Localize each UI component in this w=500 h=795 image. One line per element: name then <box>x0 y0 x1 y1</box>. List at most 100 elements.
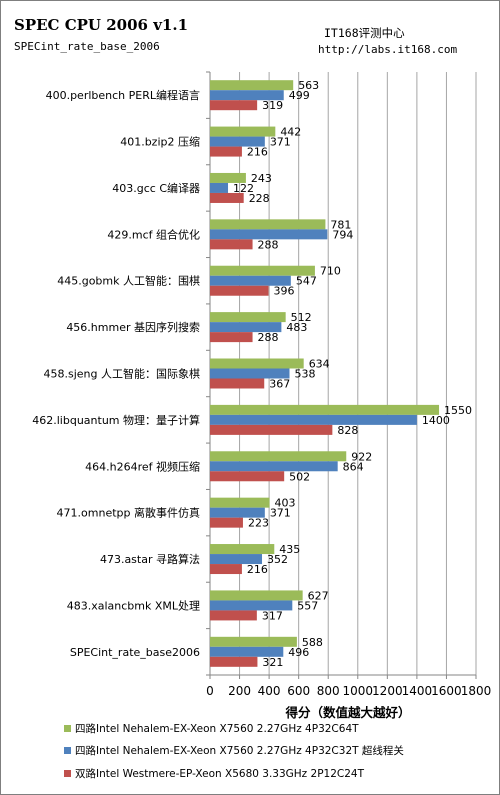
bar <box>210 172 246 183</box>
data-label: 317 <box>262 609 283 622</box>
x-tick-label: 1800 <box>461 684 492 698</box>
category-label: 473.astar 寻路算法 <box>100 552 200 566</box>
data-label: 228 <box>249 192 270 205</box>
bar <box>210 554 263 565</box>
bar <box>210 404 440 415</box>
data-label: 223 <box>248 517 269 530</box>
data-label: 634 <box>309 358 330 371</box>
source-url: http://labs.it168.com <box>318 43 458 56</box>
data-label: 864 <box>343 460 364 473</box>
category-label: 429.mcf 组合优化 <box>107 227 200 241</box>
bar <box>210 182 229 193</box>
bar <box>210 564 242 575</box>
x-tick-label: 400 <box>258 684 281 698</box>
bar <box>210 146 242 157</box>
bar <box>210 471 285 482</box>
category-label: 471.omnetpp 离散事件仿真 <box>57 506 200 520</box>
bar <box>210 332 253 343</box>
data-label: 321 <box>262 656 283 669</box>
bar <box>210 424 333 435</box>
x-tick-label: 1000 <box>343 684 374 698</box>
category-label: 458.sjeng 人工智能：国际象棋 <box>44 367 201 381</box>
data-label: 499 <box>289 89 310 102</box>
data-label: 371 <box>270 136 291 149</box>
data-label: 403 <box>275 497 296 510</box>
data-label: 352 <box>267 553 288 566</box>
data-label: 710 <box>320 265 341 278</box>
category-label: 400.perlbench PERL编程语言 <box>46 88 200 102</box>
category-label: 401.bzip2 压缩 <box>120 136 200 149</box>
bar <box>210 507 265 518</box>
legend-swatch-0 <box>64 725 71 732</box>
x-tick-label: 0 <box>206 684 214 698</box>
legend-swatch-1 <box>64 747 71 754</box>
category-label: SPECint_rate_base2006 <box>70 646 200 659</box>
data-label: 1550 <box>444 404 472 417</box>
bar <box>210 610 257 621</box>
data-label: 1400 <box>422 414 450 427</box>
bar <box>210 239 253 250</box>
x-axis-title: 得分（数值越大越好） <box>284 705 410 720</box>
data-label: 442 <box>280 126 301 139</box>
legend-swatch-2 <box>64 770 71 777</box>
bar <box>210 285 269 296</box>
category-label: 456.hmmer 基因序列搜索 <box>66 320 200 334</box>
bar <box>210 219 326 230</box>
category-label: 464.h264ref 视频压缩 <box>85 459 200 473</box>
category-label: 462.libquantum 物理：量子计算 <box>32 413 200 427</box>
data-label: 794 <box>332 228 353 241</box>
bar <box>210 590 303 601</box>
data-label: 288 <box>258 331 279 344</box>
data-label: 216 <box>247 146 268 159</box>
source-name: IT168评测中心 <box>324 26 405 40</box>
data-label: 557 <box>297 599 318 612</box>
category-label: 403.gcc C编译器 <box>112 181 200 195</box>
bar <box>210 646 284 657</box>
data-label: 435 <box>279 543 300 556</box>
bar <box>210 368 290 379</box>
bar <box>210 497 270 508</box>
bar <box>210 517 243 528</box>
data-label: 922 <box>351 450 372 463</box>
x-tick-label: 1400 <box>402 684 433 698</box>
bar <box>210 451 347 462</box>
data-label: 588 <box>302 636 323 649</box>
bar <box>210 275 291 286</box>
data-label: 319 <box>262 99 283 112</box>
bar <box>210 414 417 425</box>
data-label: 288 <box>258 238 279 251</box>
bar <box>210 192 244 203</box>
data-label: 538 <box>295 368 316 381</box>
bar <box>210 229 328 240</box>
data-label: 216 <box>247 563 268 576</box>
bar <box>210 90 284 101</box>
legend-item-1: 四路Intel Nehalem-EX-Xeon X7560 2.27GHz 4P… <box>64 743 404 758</box>
data-label: 547 <box>296 275 317 288</box>
data-label: 367 <box>269 378 290 391</box>
category-label: 445.gobmk 人工智能：围棋 <box>57 274 200 288</box>
bar <box>210 80 294 91</box>
bar <box>210 100 258 111</box>
data-label: 496 <box>288 646 309 659</box>
category-label: 483.xalancbmk XML处理 <box>67 599 200 612</box>
bar <box>210 126 276 137</box>
data-label: 502 <box>289 470 310 483</box>
x-tick-label: 1600 <box>431 684 462 698</box>
bar <box>210 656 258 667</box>
data-label: 483 <box>286 321 307 334</box>
bar <box>210 544 275 555</box>
data-label: 828 <box>337 424 358 437</box>
x-tick-label: 600 <box>287 684 310 698</box>
legend-label-0: 四路Intel Nehalem-EX-Xeon X7560 2.27GHz 4P… <box>75 723 359 735</box>
data-label: 563 <box>298 79 319 92</box>
bar <box>210 636 297 647</box>
x-tick-label: 800 <box>317 684 340 698</box>
data-label: 371 <box>270 507 291 520</box>
data-label: 512 <box>291 311 312 324</box>
bar <box>210 461 338 472</box>
bar <box>210 312 286 323</box>
bar <box>210 265 315 276</box>
data-label: 396 <box>274 285 295 298</box>
chart-title: SPEC CPU 2006 v1.1 <box>14 16 189 34</box>
